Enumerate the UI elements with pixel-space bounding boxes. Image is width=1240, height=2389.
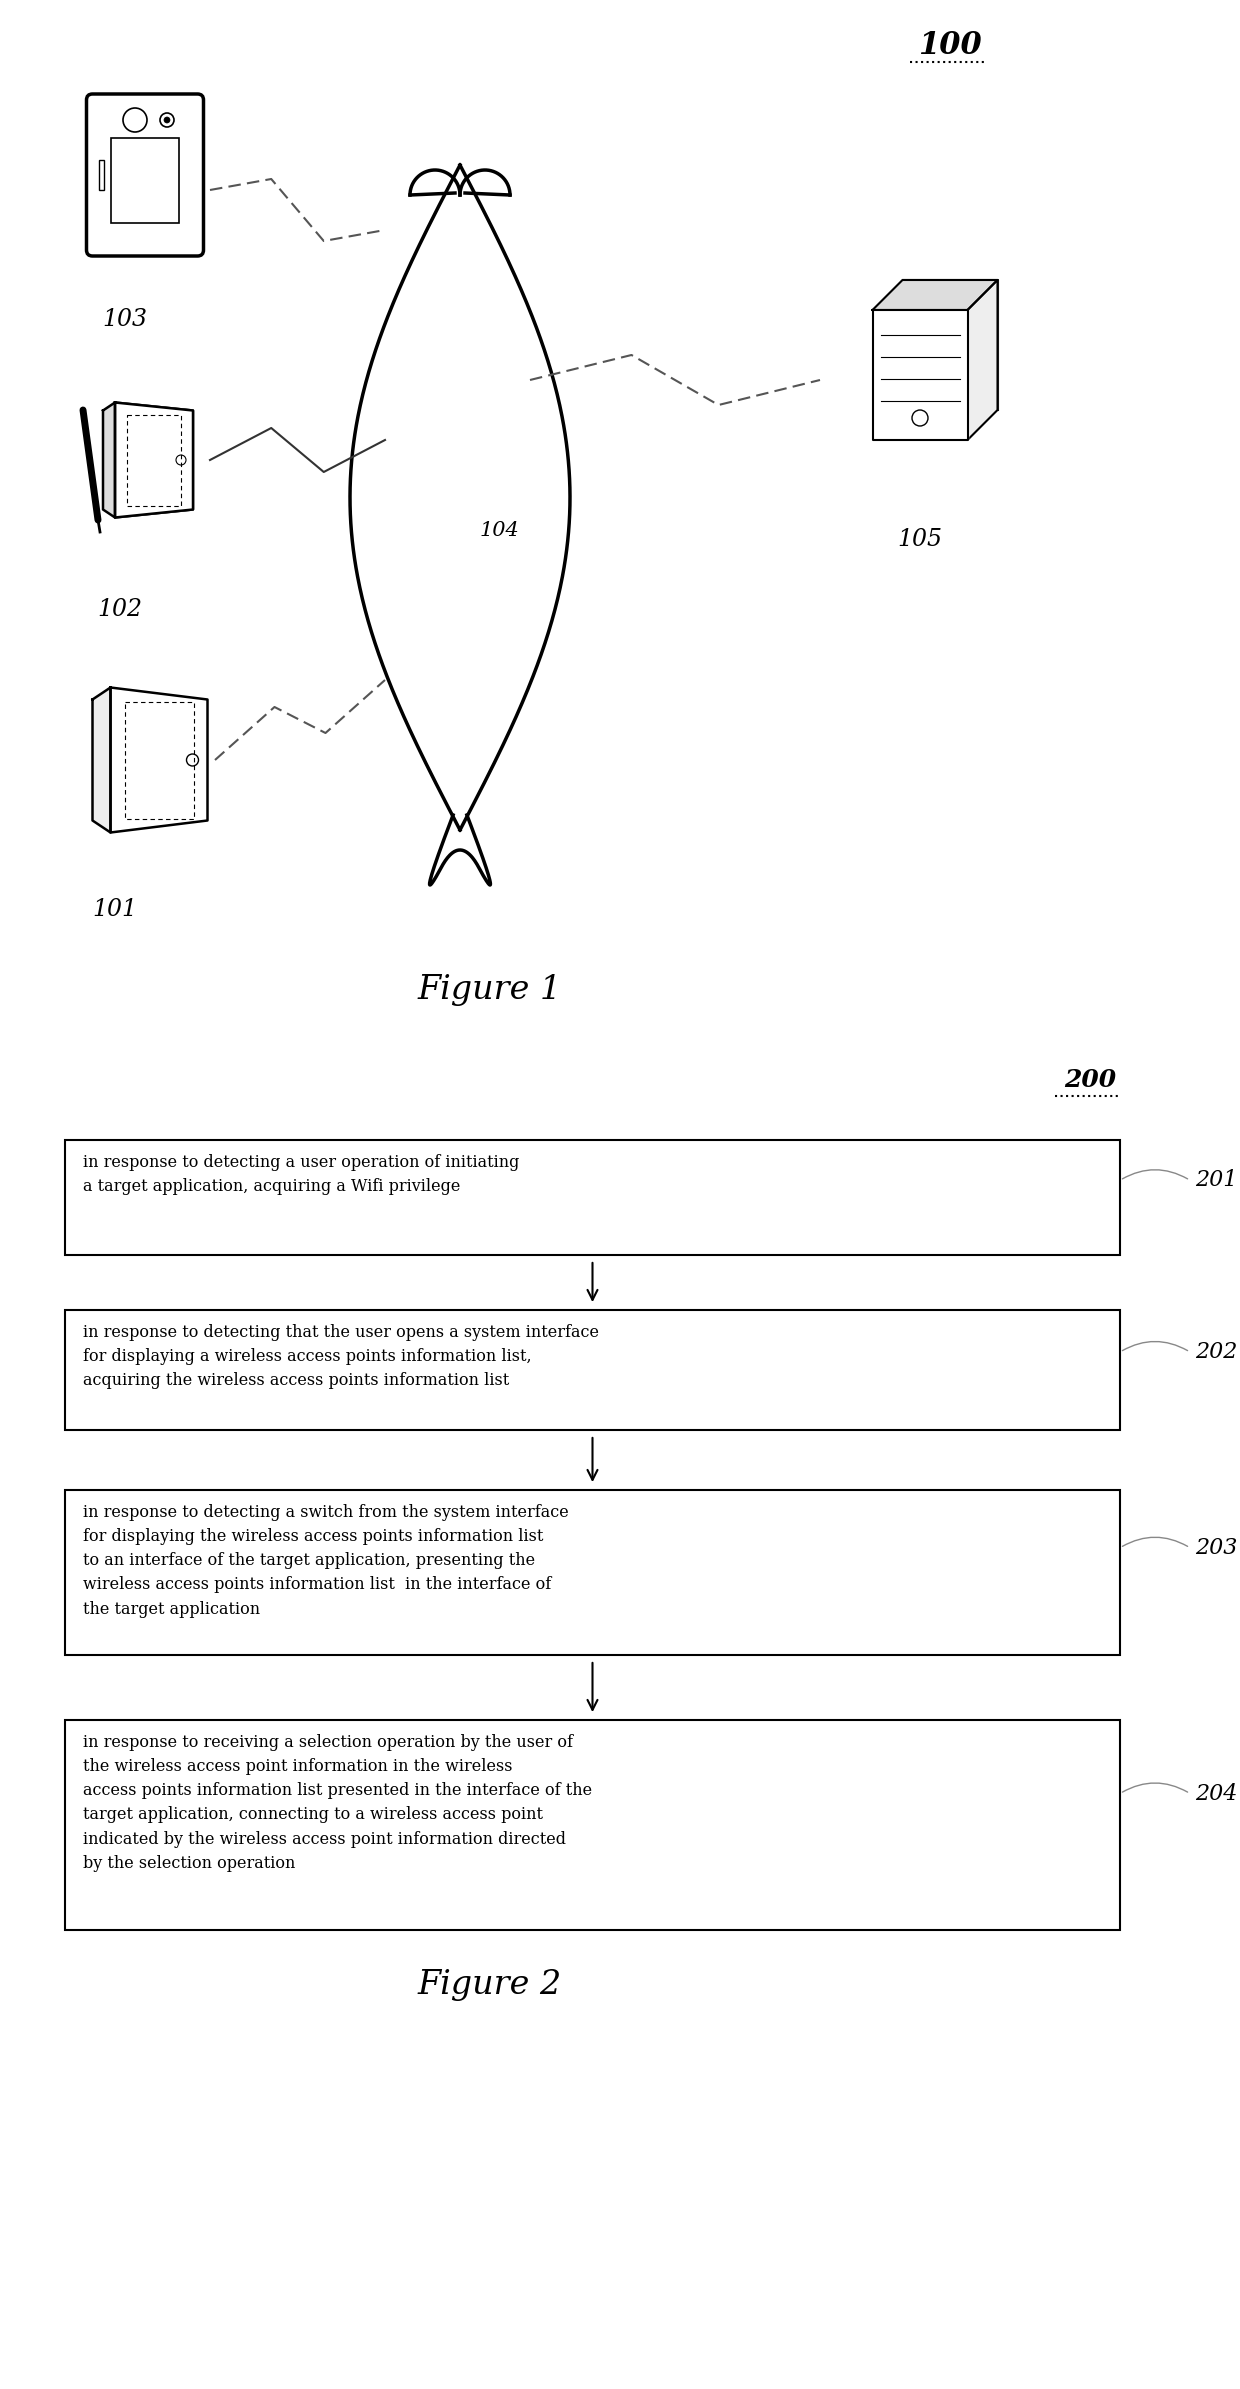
Bar: [64, 1720, 1120, 1930]
Bar: [64, 1309, 1120, 1431]
Polygon shape: [873, 280, 997, 311]
Bar: [64, 1140, 1120, 1254]
Text: 204: 204: [1195, 1782, 1238, 1804]
Text: Figure 2: Figure 2: [418, 1969, 562, 2002]
Text: in response to detecting a user operation of initiating
a target application, ac: in response to detecting a user operatio…: [83, 1154, 520, 1194]
FancyBboxPatch shape: [87, 93, 203, 256]
Text: 100: 100: [918, 29, 982, 60]
Polygon shape: [115, 401, 193, 518]
Circle shape: [164, 117, 170, 122]
Bar: [64, 1491, 1120, 1656]
Text: 202: 202: [1195, 1340, 1238, 1364]
Text: 104: 104: [480, 521, 520, 540]
Bar: [112, 139, 179, 222]
Text: 201: 201: [1195, 1168, 1238, 1192]
Text: 105: 105: [898, 528, 942, 552]
Polygon shape: [110, 688, 207, 831]
Text: in response to detecting that the user opens a system interface
for displaying a: in response to detecting that the user o…: [83, 1324, 599, 1390]
Bar: [98, 160, 103, 191]
Text: in response to detecting a switch from the system interface
for displaying the w: in response to detecting a switch from t…: [83, 1505, 569, 1617]
Text: 203: 203: [1195, 1536, 1238, 1558]
Text: 101: 101: [93, 898, 138, 922]
Text: Figure 1: Figure 1: [418, 975, 562, 1006]
Text: in response to receiving a selection operation by the user of
the wireless acces: in response to receiving a selection ope…: [83, 1734, 593, 1871]
Text: 103: 103: [103, 308, 148, 332]
Polygon shape: [967, 280, 997, 440]
Text: 200: 200: [1064, 1068, 1116, 1092]
Polygon shape: [103, 401, 115, 518]
Polygon shape: [873, 311, 967, 440]
Polygon shape: [93, 688, 110, 831]
Text: 102: 102: [98, 600, 143, 621]
